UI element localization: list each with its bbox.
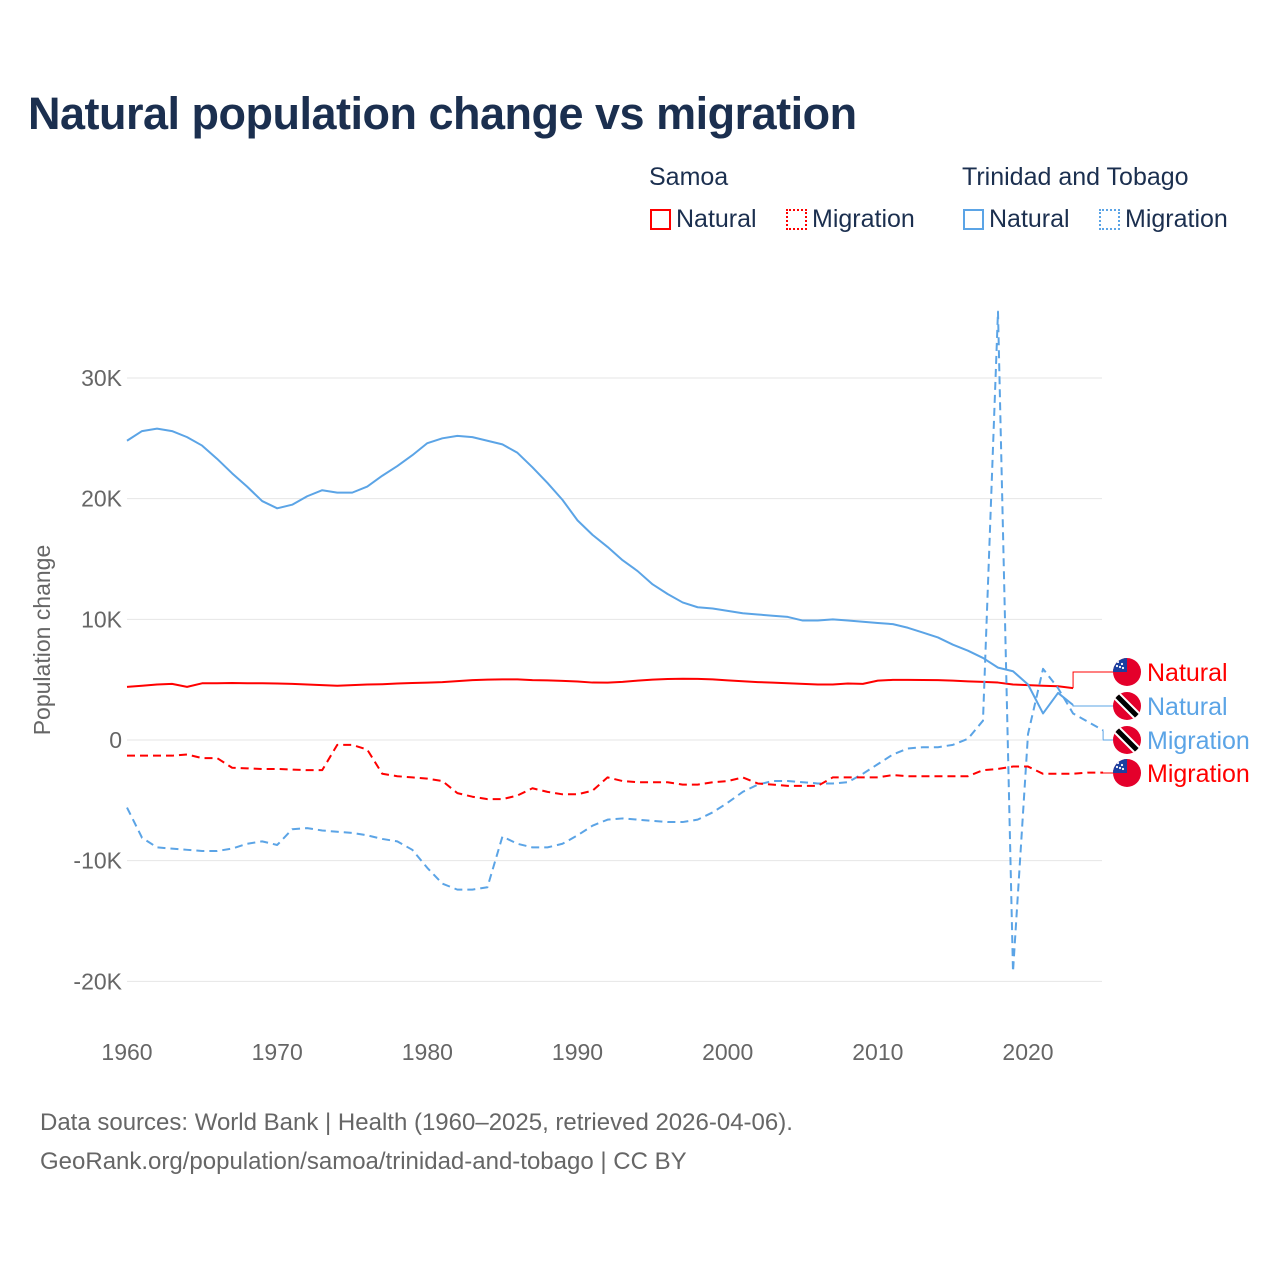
legend-samoa-migration[interactable]: Migration bbox=[786, 205, 915, 234]
series-line-trinidad-and-tobago-natural bbox=[126, 427, 1074, 715]
legend-swatch-solid bbox=[650, 209, 671, 230]
x-tick-label: 2020 bbox=[1002, 1039, 1053, 1065]
y-tick-label: 30K bbox=[81, 365, 123, 391]
trinidad-flag-icon bbox=[1113, 692, 1141, 720]
series-line-trinidad-and-tobago-migration bbox=[126, 310, 1104, 973]
y-tick-label: 10K bbox=[81, 606, 123, 632]
end-label: Natural bbox=[1147, 693, 1228, 721]
x-tick-label: 1990 bbox=[552, 1039, 603, 1065]
footer-sources: Data sources: World Bank | Health (1960–… bbox=[40, 1109, 793, 1136]
legend-swatch-solid bbox=[963, 209, 984, 230]
chart-title: Natural population change vs migration bbox=[28, 88, 857, 139]
x-tick-label: 2000 bbox=[702, 1039, 753, 1065]
trinidad-flag-icon bbox=[1113, 726, 1141, 754]
x-tick-label: 2010 bbox=[852, 1039, 903, 1065]
y-tick-label: -10K bbox=[73, 848, 122, 874]
legend-label: Natural bbox=[676, 205, 757, 233]
legend-trinidad-migration[interactable]: Migration bbox=[1099, 205, 1228, 234]
legend-group-samoa: Samoa bbox=[649, 163, 729, 191]
legend-swatch-dotted bbox=[786, 209, 807, 230]
y-tick-label: -20K bbox=[73, 968, 122, 994]
samoa-flag-icon bbox=[1113, 759, 1141, 787]
footer-link[interactable]: GeoRank.org/population/samoa/trinidad-an… bbox=[40, 1148, 687, 1175]
label-connector bbox=[1072, 705, 1113, 707]
y-tick-label: 0 bbox=[109, 727, 122, 753]
y-tick-label: 20K bbox=[81, 486, 123, 512]
legend-label: Migration bbox=[1125, 205, 1228, 233]
legend-group-trinidad: Trinidad and Tobago bbox=[962, 163, 1189, 191]
series-line-samoa-natural bbox=[126, 677, 1074, 690]
legend-trinidad-natural[interactable]: Natural bbox=[963, 205, 1070, 234]
label-connector bbox=[1072, 671, 1113, 689]
y-axis-label: Population change bbox=[29, 545, 55, 736]
x-tick-label: 1960 bbox=[101, 1039, 152, 1065]
legend-label: Migration bbox=[812, 205, 915, 233]
x-tick-label: 1980 bbox=[402, 1039, 453, 1065]
label-connector bbox=[1102, 730, 1113, 741]
x-tick-label: 1970 bbox=[252, 1039, 303, 1065]
end-label: Migration bbox=[1147, 727, 1250, 755]
legend-swatch-dotted bbox=[1099, 209, 1120, 230]
legend-label: Natural bbox=[989, 205, 1070, 233]
end-label: Natural bbox=[1147, 659, 1228, 687]
end-label: Migration bbox=[1147, 760, 1250, 788]
series-line-samoa-migration bbox=[127, 743, 1104, 801]
legend-samoa-natural[interactable]: Natural bbox=[650, 205, 757, 234]
samoa-flag-icon bbox=[1113, 658, 1141, 686]
